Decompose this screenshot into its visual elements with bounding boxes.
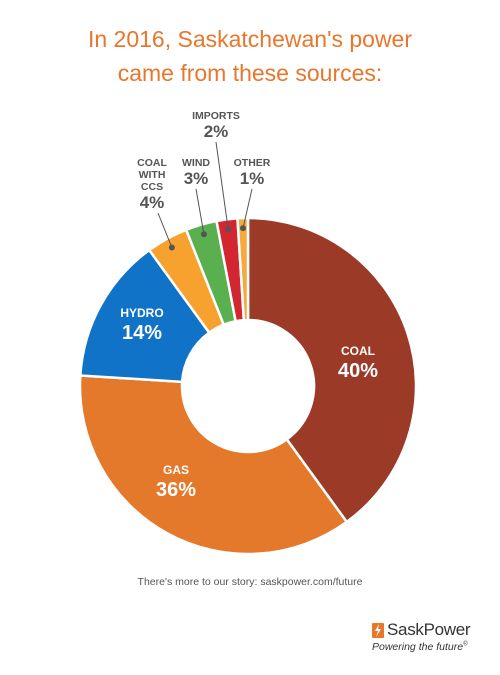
slice-value-other: 1% bbox=[240, 169, 265, 188]
slice-value-coal: 40% bbox=[338, 360, 378, 382]
chart-title-line-1: In 2016, Saskatchewan's power bbox=[87, 26, 413, 52]
slice-value-imports: 2% bbox=[204, 122, 229, 141]
leader-line-other bbox=[242, 188, 253, 229]
slice-label-imports: IMPORTS bbox=[192, 110, 240, 122]
chart-title-line-2: came from these sources: bbox=[117, 60, 383, 86]
leader-line-imports bbox=[215, 141, 229, 230]
slice-gas bbox=[78, 374, 349, 556]
slice-label-coal-with-ccs-line-2: WITH bbox=[139, 169, 166, 181]
logo-name: SaskPower bbox=[387, 620, 471, 639]
slice-label-other: OTHER bbox=[234, 157, 271, 169]
lightning-bolt-icon bbox=[372, 623, 384, 638]
chart-title: In 2016, Saskatchewan's power came from … bbox=[0, 22, 500, 90]
slice-value-wind: 3% bbox=[184, 169, 209, 188]
leader-line-coal-with-ccs bbox=[157, 212, 173, 248]
slice-value-coal-with-ccs: 4% bbox=[140, 193, 165, 212]
saskpower-logo: SaskPower Powering the future® bbox=[370, 620, 480, 660]
slice-coal bbox=[246, 216, 418, 524]
slice-label-wind: WIND bbox=[182, 157, 210, 169]
slice-label-coal-with-ccs-line-3: CCS bbox=[141, 181, 163, 193]
slice-label-coal-with-ccs-line-1: COAL bbox=[137, 157, 167, 169]
leader-dot-other bbox=[240, 225, 247, 232]
slice-value-hydro: 14% bbox=[122, 322, 162, 344]
leader-dot-imports bbox=[225, 226, 232, 233]
logo-tagline: Powering the future® bbox=[372, 641, 467, 653]
slice-hydro bbox=[79, 248, 211, 384]
leader-dot-wind bbox=[200, 231, 207, 238]
slice-label-gas: GAS bbox=[163, 463, 189, 477]
registered-mark: ® bbox=[463, 641, 468, 648]
slice-value-gas: 36% bbox=[156, 479, 196, 501]
footer-text: There's more to our story: saskpower.com… bbox=[137, 576, 363, 588]
slice-other bbox=[236, 216, 250, 322]
logo-tagline-text: Powering the future bbox=[372, 641, 464, 653]
slice-label-hydro: HYDRO bbox=[120, 306, 163, 320]
leader-dot-coal-with-ccs bbox=[168, 244, 175, 251]
slice-label-coal: COAL bbox=[341, 344, 375, 358]
leader-line-wind bbox=[195, 188, 205, 235]
